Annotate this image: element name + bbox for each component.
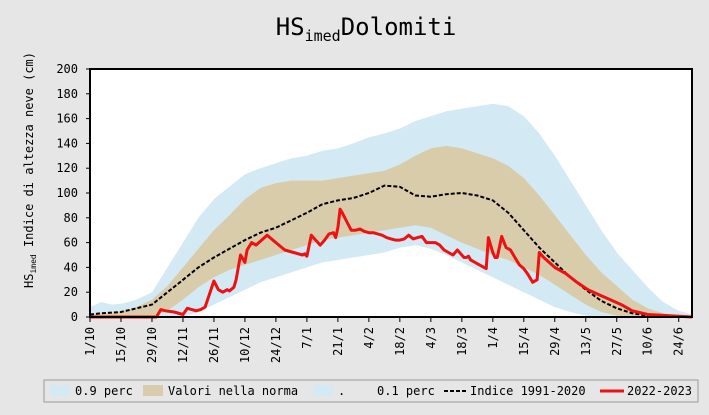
legend-p10-label: 0.1 perc: [377, 384, 435, 398]
x-tick-label: 24/6: [672, 327, 686, 356]
ylabel-main: HS: [22, 274, 36, 288]
x-tick-label: 10/6: [641, 327, 655, 356]
legend-p90-label: 0.9 perc: [75, 384, 133, 398]
y-tick-label: 100: [56, 186, 78, 200]
x-tick-label: 24/12: [269, 327, 283, 363]
y-tick-label: 200: [56, 62, 78, 76]
y-tick-label: 80: [64, 211, 78, 225]
x-tick-label: 12/11: [176, 327, 190, 363]
x-tick-label: 4/2: [362, 327, 376, 349]
legend: 0.9 perc Valori nella norma . 0.1 perc I…: [43, 379, 699, 403]
legend-p90-swatch: [50, 385, 70, 396]
lines-layer: [89, 184, 693, 319]
x-tick-label: 10/12: [238, 327, 252, 363]
x-tick-label: 18/3: [455, 327, 469, 356]
legend-box: [43, 379, 699, 403]
x-tick-label: 27/5: [610, 327, 624, 356]
x-tick-label: 29/10: [145, 327, 159, 363]
legend-norm-label: Valori nella norma: [168, 384, 298, 398]
x-tick-label: 18/2: [393, 327, 407, 356]
y-tick-label: 40: [64, 260, 78, 274]
title-subscript: imed: [305, 27, 341, 45]
legend-dot-swatch: [313, 385, 333, 396]
x-tick-label: 13/5: [579, 327, 593, 356]
title-rest: Dolomiti: [341, 13, 457, 41]
y-tick-label: 140: [56, 136, 78, 150]
x-tick-label: 15/10: [114, 327, 128, 363]
x-tick-label: 1/10: [83, 327, 97, 356]
x-tick-label: 15/4: [517, 327, 531, 356]
x-tick-label: 4/3: [424, 327, 438, 349]
y-tick-label: 120: [56, 161, 78, 175]
ylabel-rest: Indice di altezza neve (cm): [22, 52, 36, 254]
chart-title: HSimedDolomiti: [276, 13, 457, 45]
band-norm: [90, 145, 692, 317]
legend-indice-label: Indice 1991-2020: [470, 384, 586, 398]
x-tick-label: 26/11: [207, 327, 221, 363]
x-tick-label: 29/4: [548, 327, 562, 356]
ylabel-subscript: imed: [29, 254, 38, 273]
y-axis-label: HSimed Indice di altezza neve (cm): [22, 52, 38, 288]
x-tick-label: 7/1: [300, 327, 314, 349]
legend-norm-swatch: [143, 385, 163, 396]
bands-layer: [90, 103, 692, 317]
series-current: [90, 207, 693, 319]
y-tick-label: 20: [64, 285, 78, 299]
y-ticks: 0 20 40 60 80 100 120 140 160 180 200: [56, 62, 90, 324]
y-tick-label: 0: [71, 310, 78, 324]
y-tick-label: 160: [56, 112, 78, 126]
legend-current-label: 2022-2023: [627, 384, 692, 398]
x-tick-label: 21/1: [331, 327, 345, 356]
y-tick-label: 180: [56, 87, 78, 101]
legend-dot-label: .: [338, 384, 345, 398]
title-main: HS: [276, 13, 305, 41]
x-ticks: 1/10 15/10 29/10 12/11 26/11 10/12 24/12 7/1 21/…: [83, 317, 686, 363]
y-tick-label: 60: [64, 236, 78, 250]
x-tick-label: 1/4: [486, 327, 500, 349]
series-indice: [89, 184, 692, 318]
